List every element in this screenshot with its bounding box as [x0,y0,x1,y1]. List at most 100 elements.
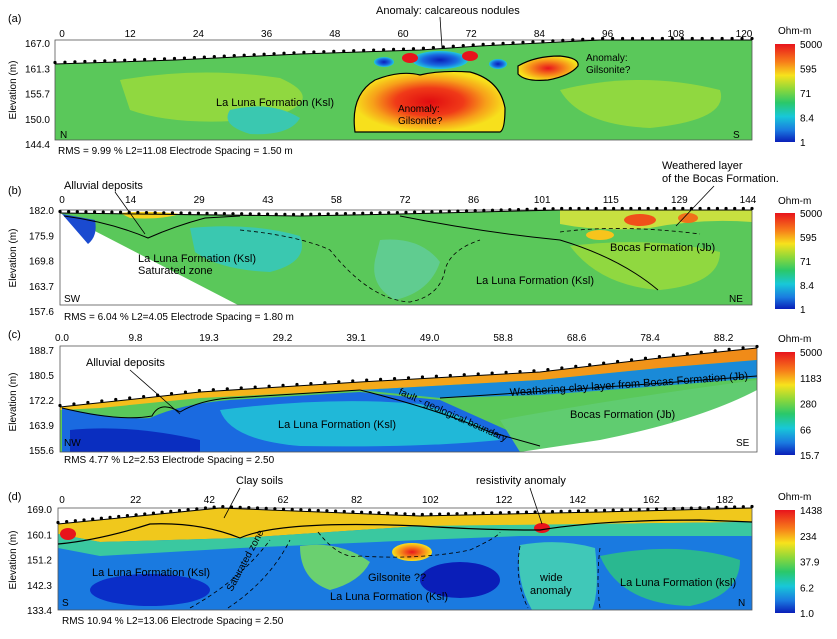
electrode-marker [58,209,62,214]
left-direction: NW [64,438,81,449]
panel-label: (a) [8,13,21,25]
electrode-marker [369,211,373,215]
colorbar-tick-label: 66 [800,425,812,436]
electrode-marker [429,512,433,516]
electrode-marker [342,509,346,514]
electrode-marker [86,400,90,405]
electrode-marker [406,376,411,380]
x-tick-label: 78.4 [640,333,660,344]
colorbar-tick-label: 5000 [800,348,823,359]
x-tick-label: 29 [194,195,206,206]
electrode-marker [640,36,645,41]
x-tick-label: 88.2 [714,333,734,344]
electrode-marker [724,206,728,211]
electrode-marker [516,510,520,514]
x-tick-label: 82 [351,495,363,506]
electrode-marker [101,210,105,214]
electrode-marker [464,511,468,516]
x-tick-label: 49.0 [420,333,440,344]
panel-label: (d) [8,491,21,503]
electrode-marker [322,50,326,54]
annotation-bocas: Bocas Formation (Jb) [610,242,715,254]
electrode-marker [211,388,215,392]
fault-line [399,215,659,291]
x-axis-ticks: 0 14 29 43 58 72 86 101 115 129 144 [59,195,757,206]
electrode-marker [93,59,97,63]
y-tick-label: 142.3 [27,581,52,592]
electrode-marker [498,511,503,515]
electrode-marker [508,208,512,212]
electrode-marker [133,58,137,62]
dashed-contour [317,531,501,558]
electrode-marker [231,212,235,216]
electrode-marker [462,373,466,377]
electrode-marker [262,52,266,56]
y-axis-ticks: 169.0 160.1 151.2 142.3 133.4 [27,505,52,617]
panel-a: (a) 0 12 24 36 48 60 72 84 96 108 120 167.0161.315… [8,5,823,157]
electrode-marker [672,206,676,211]
electrode-marker [672,506,676,511]
electrode-marker [541,39,545,43]
electrode-marker [481,511,485,515]
electrode-marker [114,397,118,402]
y-axis-ticks: 167.0 161.3 155.7 150.0 144.4 [25,39,50,151]
y-tick-label: 155.6 [29,446,54,457]
annotation-resistivity: resistivity anomaly [476,475,566,487]
electrode-marker [65,520,69,524]
electrode-marker [392,376,397,381]
x-tick-label: 58 [331,195,343,206]
electrode-marker [186,508,190,512]
electrode-marker [100,399,104,403]
electrode-marker [585,509,589,513]
cyan-patch [227,106,300,135]
electrode-marker [473,209,477,213]
red-nodule [462,51,478,61]
x-tick-label: 162 [643,495,660,506]
electrode-marker [179,211,183,215]
electrode-marker [550,509,555,514]
electrode-marker [128,396,132,400]
electrode-marker [603,206,607,211]
electrode-marker [195,507,199,511]
electrode-marker [560,206,564,211]
annotation-alluvial: Alluvial deposits [86,357,165,369]
electrode-marker [113,58,117,63]
electrode-marker [257,212,261,216]
x-tick-label: 19.3 [199,333,219,344]
y-axis-label: Elevation (m) [8,229,19,288]
electrode-marker [99,516,103,520]
electrode-marker [360,510,364,514]
colorbar-tick-label: 280 [800,400,817,411]
right-direction: SE [736,438,750,449]
annotation-arrow [529,487,543,525]
colorbar-ramp [775,510,795,613]
x-tick-label: 14 [125,195,137,206]
cyan-zone [374,239,440,300]
colorbar: Ohm-m 5000 1183 280 66 15.7 [775,334,823,462]
x-tick-label: 102 [422,495,439,506]
electrode-marker [290,507,294,511]
red-lens [624,214,656,226]
electrode-marker [58,403,62,408]
left-direction: N [60,130,67,141]
electrode-marker [574,364,578,368]
colorbar-tick-label: 1183 [800,374,822,385]
wide-anomaly [518,542,597,610]
blue-nodule [489,59,507,69]
electrode-marker [663,507,667,511]
electrode-marker [456,209,460,213]
electrode-marker [594,508,598,513]
y-tick-label: 180.5 [29,371,54,382]
electrode-marker [439,209,443,214]
electrode-marker [170,211,175,215]
colorbar: Ohm-m 5000 595 71 8.4 1 [775,196,823,316]
electrode-marker [663,206,668,211]
electrode-marker [82,518,86,522]
electrode-marker [601,36,605,41]
electrode-marker [629,206,633,211]
blue-nodule [412,51,468,69]
electrode-marker [516,207,521,212]
annotation-formation: La Luna Formation (Ksl) [216,97,334,109]
electrode-marker [103,59,107,63]
